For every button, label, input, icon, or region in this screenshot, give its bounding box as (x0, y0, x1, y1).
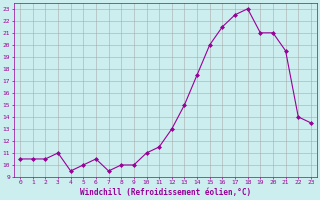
X-axis label: Windchill (Refroidissement éolien,°C): Windchill (Refroidissement éolien,°C) (80, 188, 251, 197)
